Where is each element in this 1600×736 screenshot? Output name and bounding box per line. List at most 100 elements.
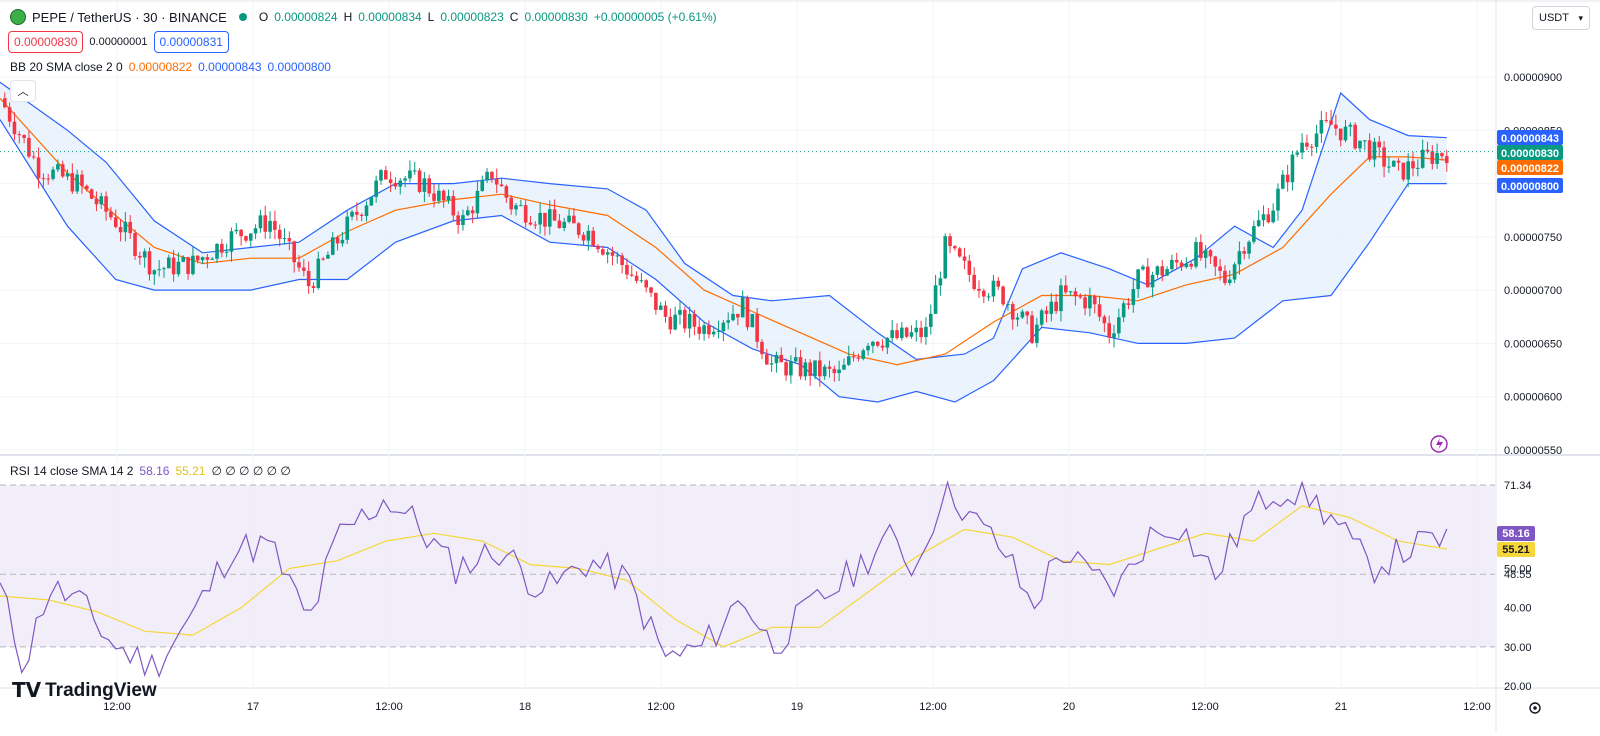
candle-body: [1141, 266, 1145, 270]
ohlc-l-label: L: [427, 10, 435, 24]
candle-body: [51, 169, 55, 179]
candle-body: [769, 363, 774, 365]
candle-body: [1324, 120, 1329, 122]
candle-body: [195, 255, 200, 261]
candle-body: [499, 184, 504, 187]
candle-body: [1295, 152, 1300, 155]
candle-body: [798, 357, 803, 377]
price-label-bg: [1497, 130, 1563, 145]
tradingview-wordmark: TradingView: [45, 679, 157, 701]
candle-body: [711, 331, 716, 335]
candle-body: [388, 179, 393, 183]
candle-body: [740, 297, 745, 318]
candle-body: [1358, 140, 1362, 149]
candle-body: [1247, 241, 1251, 254]
candle-body: [1073, 291, 1078, 297]
candle-body: [900, 327, 904, 339]
candle-body: [543, 212, 547, 227]
rsi-band-fill: [0, 485, 1495, 647]
candle-body: [80, 174, 84, 186]
candle-body: [639, 280, 644, 282]
candle-body: [1030, 315, 1034, 343]
tradingview-mark-icon: 𝗧𝗩: [12, 680, 42, 702]
bb-legend-title: BB 20 SMA close 2 0: [10, 60, 123, 74]
time-axis-tick: 12:00: [647, 701, 675, 713]
sell-button[interactable]: 0.00000830: [8, 31, 84, 53]
candle-body: [591, 230, 595, 246]
candle-body: [1199, 242, 1203, 258]
candle-body: [85, 185, 89, 190]
price-axis-tick: 0.00000600: [1504, 392, 1562, 404]
candle-body: [1170, 259, 1174, 270]
candle-body: [572, 215, 576, 224]
candle-body: [673, 314, 677, 330]
price-label: 0.00000843: [1501, 133, 1559, 145]
time-axis-tick: 20: [1063, 701, 1075, 713]
currency-select[interactable]: USDT ▾: [1532, 6, 1590, 30]
candle-body: [1150, 274, 1155, 288]
candle-body: [258, 215, 263, 229]
candle-body: [220, 243, 224, 253]
candle-body: [123, 221, 128, 233]
candle-body: [1329, 120, 1333, 125]
rsi-legend[interactable]: RSI 14 close SMA 14 2 58.16 55.21 ∅ ∅ ∅ …: [10, 464, 291, 478]
candle-body: [1252, 226, 1256, 242]
candle-body: [446, 196, 451, 201]
candle-body: [885, 337, 890, 348]
lightning-icon: [1430, 435, 1448, 453]
candle-body: [253, 228, 258, 234]
bb-upper-value: 0.00000843: [198, 60, 262, 74]
candle-body: [567, 215, 571, 222]
candle-body: [1092, 295, 1097, 305]
symbol-header: PEPE / TetherUS · 30 · BINANCE O 0.000008…: [10, 9, 717, 25]
candle-body: [991, 280, 996, 297]
bb-legend[interactable]: BB 20 SMA close 2 0 0.00000822 0.0000084…: [10, 60, 331, 74]
candle-body: [374, 180, 378, 197]
candle-body: [789, 361, 793, 376]
candle-body: [1117, 317, 1121, 334]
candle-body: [1121, 303, 1126, 318]
candle-body: [12, 121, 17, 135]
ohlc-c-label: C: [509, 10, 519, 24]
candle-body: [625, 264, 629, 275]
candle-body: [128, 221, 133, 234]
candle-body: [1396, 160, 1401, 163]
candle-body: [1035, 324, 1039, 343]
candle-body: [1227, 279, 1232, 284]
candle-body: [1261, 214, 1266, 221]
candle-body: [3, 98, 7, 108]
chevron-down-icon: ▾: [1578, 12, 1583, 23]
spread-value: 0.00000001: [89, 36, 148, 48]
candle-body: [697, 326, 702, 334]
candle-body: [1078, 296, 1083, 298]
candle-body: [1256, 220, 1261, 227]
ohlc-o-value: 0.00000824: [274, 10, 338, 24]
rsi-axis-tick: 30.00: [1504, 642, 1532, 654]
lightning-glyph: [1436, 438, 1443, 450]
candle-body: [494, 178, 499, 185]
candle-body: [933, 285, 938, 314]
candle-body: [1300, 142, 1304, 153]
buy-button[interactable]: 0.00000831: [153, 31, 229, 53]
candle-body: [760, 341, 764, 355]
candle-body: [692, 313, 697, 327]
candle-body: [784, 362, 788, 376]
candle-body: [340, 239, 345, 244]
candle-body: [1097, 304, 1102, 317]
candle-body: [943, 236, 948, 279]
candle-body: [393, 182, 398, 187]
candle-body: [1387, 166, 1391, 168]
candle-body: [248, 233, 253, 241]
candle-body: [1218, 266, 1222, 271]
candle-body: [297, 262, 301, 268]
candle-body: [736, 313, 740, 318]
tradingview-logo[interactable]: 𝗧𝗩 TradingView: [12, 678, 157, 703]
candle-body: [731, 313, 735, 321]
ohlc-o-label: O: [258, 10, 269, 24]
candle-body: [427, 178, 432, 194]
collapse-legend-button[interactable]: ︿: [10, 80, 36, 102]
candle-body: [1362, 140, 1367, 142]
symbol-title[interactable]: PEPE / TetherUS · 30 · BINANCE: [32, 9, 227, 25]
